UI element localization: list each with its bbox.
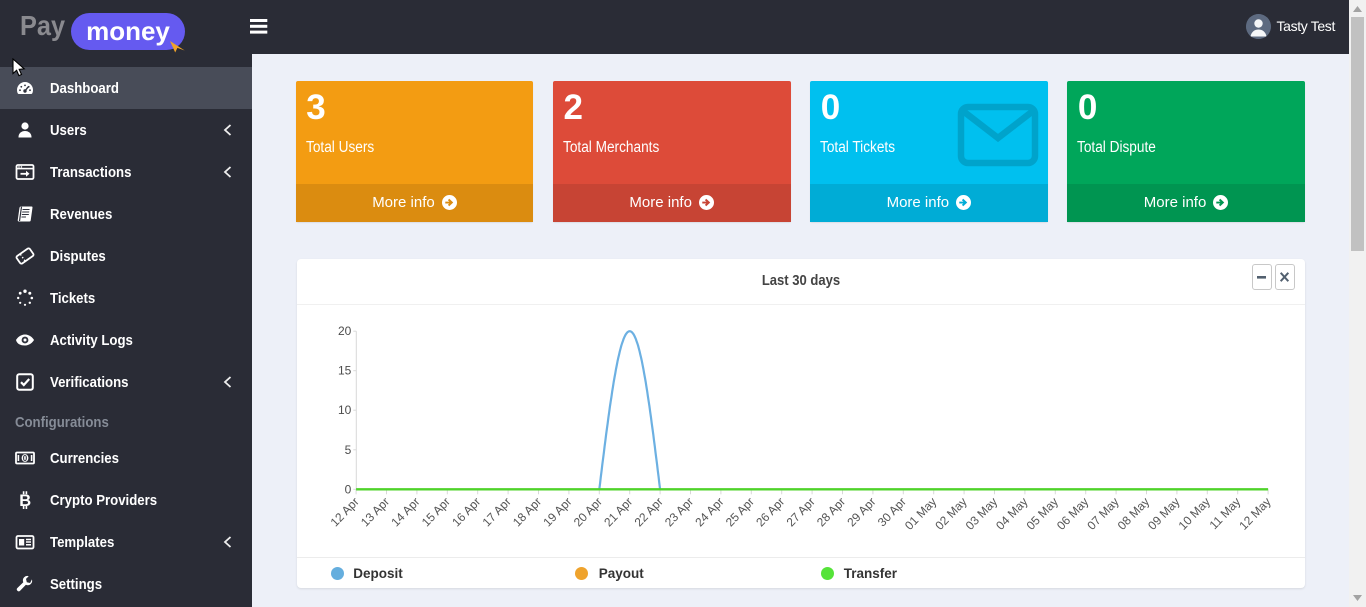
svg-text:08 May: 08 May	[1114, 494, 1151, 532]
svg-text:01 May: 01 May	[902, 494, 939, 532]
svg-text:19 Apr: 19 Apr	[540, 494, 574, 529]
svg-text:13 Apr: 13 Apr	[358, 494, 392, 529]
svg-text:05 May: 05 May	[1023, 494, 1060, 532]
svg-text:09 May: 09 May	[1145, 494, 1182, 532]
svg-text:10: 10	[338, 403, 352, 417]
svg-text:20: 20	[338, 324, 352, 338]
svg-text:17 Apr: 17 Apr	[479, 494, 513, 529]
svg-text:B: B	[19, 492, 31, 510]
svg-text:29 Apr: 29 Apr	[844, 494, 878, 529]
svg-text:23 Apr: 23 Apr	[662, 494, 696, 529]
svg-text:18 Apr: 18 Apr	[510, 494, 544, 529]
svg-text:0: 0	[23, 454, 28, 463]
svg-text:02 May: 02 May	[932, 494, 969, 532]
svg-text:26 Apr: 26 Apr	[753, 494, 787, 529]
svg-text:15: 15	[338, 363, 352, 377]
svg-text:21 Apr: 21 Apr	[601, 494, 635, 529]
svg-text:10 May: 10 May	[1175, 494, 1212, 532]
svg-text:0: 0	[344, 482, 351, 496]
svg-text:03 May: 03 May	[962, 494, 999, 532]
svg-text:25 Apr: 25 Apr	[722, 494, 756, 529]
svg-text:12 Apr: 12 Apr	[327, 494, 361, 529]
svg-text:14 Apr: 14 Apr	[388, 494, 422, 529]
svg-text:11 May: 11 May	[1206, 494, 1243, 531]
svg-text:12 May: 12 May	[1236, 494, 1273, 532]
svg-text:16 Apr: 16 Apr	[449, 494, 483, 529]
svg-text:20 Apr: 20 Apr	[570, 494, 604, 529]
svg-text:04 May: 04 May	[993, 494, 1030, 532]
svg-text:24 Apr: 24 Apr	[692, 494, 726, 529]
svg-text:07 May: 07 May	[1084, 494, 1121, 532]
svg-text:28 Apr: 28 Apr	[814, 494, 848, 529]
svg-text:5: 5	[344, 442, 351, 456]
svg-text:15 Apr: 15 Apr	[418, 494, 452, 529]
svg-text:27 Apr: 27 Apr	[783, 494, 817, 529]
svg-text:22 Apr: 22 Apr	[631, 494, 665, 529]
svg-text:06 May: 06 May	[1054, 494, 1091, 532]
